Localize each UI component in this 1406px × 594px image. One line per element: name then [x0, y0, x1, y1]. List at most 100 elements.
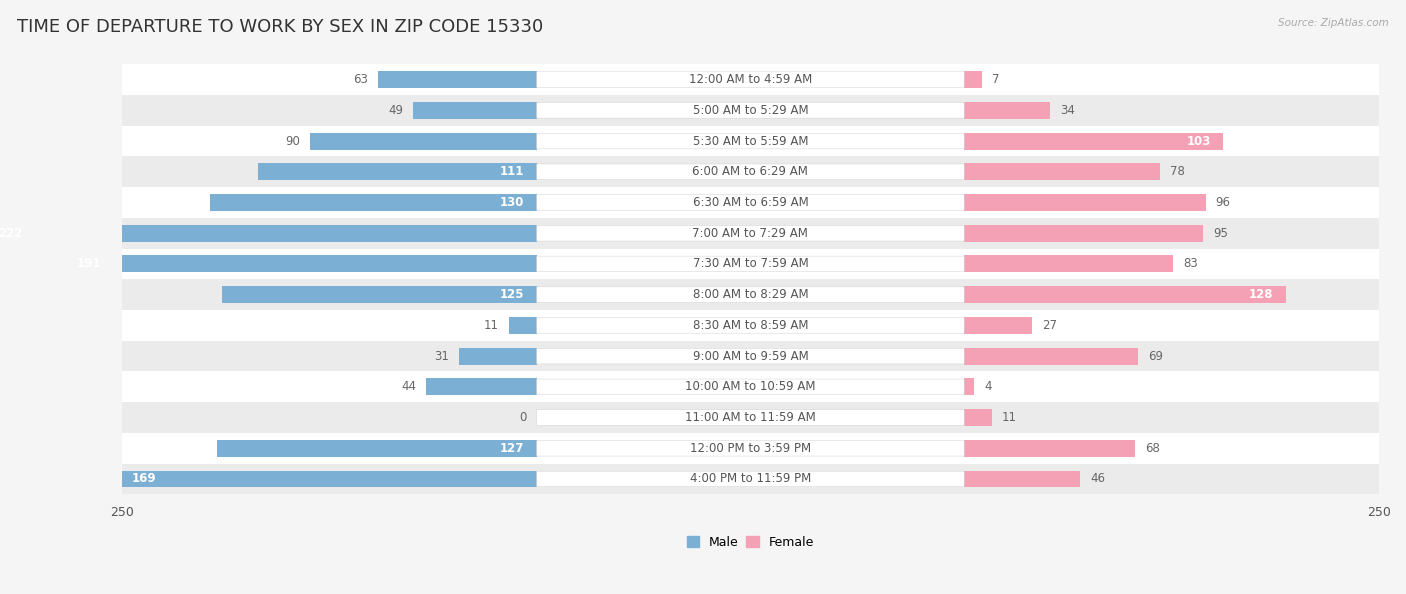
Text: 6:30 AM to 6:59 AM: 6:30 AM to 6:59 AM — [693, 196, 808, 209]
Text: 31: 31 — [434, 350, 449, 362]
Text: 46: 46 — [1090, 472, 1105, 485]
Text: 9:00 AM to 9:59 AM: 9:00 AM to 9:59 AM — [693, 350, 808, 362]
FancyBboxPatch shape — [537, 471, 965, 487]
Bar — [965, 409, 991, 426]
Text: 27: 27 — [1042, 319, 1057, 332]
Bar — [56, 255, 537, 273]
Bar — [965, 440, 1135, 457]
Bar — [122, 464, 1379, 494]
Bar — [111, 470, 537, 488]
Bar — [122, 248, 1379, 279]
Bar — [122, 402, 1379, 433]
Bar — [965, 378, 974, 395]
Text: 222: 222 — [0, 227, 22, 240]
Text: 4: 4 — [984, 380, 991, 393]
Text: 90: 90 — [285, 135, 301, 147]
Text: 11:00 AM to 11:59 AM: 11:00 AM to 11:59 AM — [685, 411, 815, 424]
Bar — [122, 156, 1379, 187]
Text: 7: 7 — [991, 73, 1000, 86]
FancyBboxPatch shape — [537, 164, 965, 179]
Bar — [222, 286, 537, 303]
Text: 191: 191 — [76, 257, 101, 270]
Bar — [426, 378, 537, 395]
FancyBboxPatch shape — [537, 410, 965, 425]
Bar — [122, 310, 1379, 341]
Bar — [965, 194, 1205, 211]
Text: 4:00 PM to 11:59 PM: 4:00 PM to 11:59 PM — [690, 472, 811, 485]
Text: 68: 68 — [1146, 442, 1160, 455]
Text: 11: 11 — [484, 319, 499, 332]
FancyBboxPatch shape — [537, 256, 965, 271]
Text: 95: 95 — [1213, 227, 1227, 240]
FancyBboxPatch shape — [537, 72, 965, 87]
Text: 7:30 AM to 7:59 AM: 7:30 AM to 7:59 AM — [693, 257, 808, 270]
Bar — [965, 317, 1032, 334]
Bar — [509, 317, 537, 334]
Bar — [965, 102, 1050, 119]
Bar — [965, 347, 1137, 365]
FancyBboxPatch shape — [537, 195, 965, 210]
Bar — [458, 347, 537, 365]
Bar — [122, 341, 1379, 371]
FancyBboxPatch shape — [537, 348, 965, 364]
Bar — [413, 102, 537, 119]
Bar — [122, 95, 1379, 126]
FancyBboxPatch shape — [537, 379, 965, 394]
FancyBboxPatch shape — [537, 318, 965, 333]
Bar — [965, 286, 1286, 303]
Bar — [965, 255, 1173, 273]
Bar — [122, 126, 1379, 156]
Bar — [311, 132, 537, 150]
Bar — [122, 187, 1379, 218]
Legend: Male, Female: Male, Female — [682, 530, 820, 554]
Bar — [218, 440, 537, 457]
Bar — [965, 163, 1160, 180]
Bar — [965, 132, 1223, 150]
Bar — [965, 71, 981, 88]
Text: 8:30 AM to 8:59 AM: 8:30 AM to 8:59 AM — [693, 319, 808, 332]
Text: 69: 69 — [1147, 350, 1163, 362]
Bar — [122, 371, 1379, 402]
Text: 34: 34 — [1060, 104, 1074, 117]
Bar — [0, 225, 537, 242]
Bar — [965, 470, 1080, 488]
Text: 128: 128 — [1249, 288, 1274, 301]
Text: 63: 63 — [353, 73, 368, 86]
Text: 111: 111 — [499, 165, 524, 178]
Bar — [122, 433, 1379, 464]
Text: 83: 83 — [1182, 257, 1198, 270]
Text: 12:00 PM to 3:59 PM: 12:00 PM to 3:59 PM — [690, 442, 811, 455]
Text: 0: 0 — [519, 411, 527, 424]
Text: 5:00 AM to 5:29 AM: 5:00 AM to 5:29 AM — [693, 104, 808, 117]
Text: 125: 125 — [499, 288, 524, 301]
FancyBboxPatch shape — [537, 133, 965, 149]
Text: 12:00 AM to 4:59 AM: 12:00 AM to 4:59 AM — [689, 73, 813, 86]
Text: 6:00 AM to 6:29 AM: 6:00 AM to 6:29 AM — [693, 165, 808, 178]
FancyBboxPatch shape — [537, 103, 965, 118]
Text: 103: 103 — [1187, 135, 1211, 147]
Bar — [122, 218, 1379, 248]
FancyBboxPatch shape — [537, 226, 965, 241]
Text: 7:00 AM to 7:29 AM: 7:00 AM to 7:29 AM — [693, 227, 808, 240]
Text: 11: 11 — [1002, 411, 1017, 424]
FancyBboxPatch shape — [537, 441, 965, 456]
Bar — [257, 163, 537, 180]
FancyBboxPatch shape — [537, 287, 965, 302]
Bar — [378, 71, 537, 88]
Text: 96: 96 — [1216, 196, 1230, 209]
Text: TIME OF DEPARTURE TO WORK BY SEX IN ZIP CODE 15330: TIME OF DEPARTURE TO WORK BY SEX IN ZIP … — [17, 18, 543, 36]
Text: 78: 78 — [1170, 165, 1185, 178]
Text: 169: 169 — [132, 472, 156, 485]
Text: 8:00 AM to 8:29 AM: 8:00 AM to 8:29 AM — [693, 288, 808, 301]
Text: 5:30 AM to 5:59 AM: 5:30 AM to 5:59 AM — [693, 135, 808, 147]
Text: 44: 44 — [401, 380, 416, 393]
Text: 10:00 AM to 10:59 AM: 10:00 AM to 10:59 AM — [685, 380, 815, 393]
Text: 127: 127 — [499, 442, 524, 455]
Bar — [122, 279, 1379, 310]
Text: 49: 49 — [388, 104, 404, 117]
Bar — [965, 225, 1204, 242]
Bar — [209, 194, 537, 211]
Bar — [122, 64, 1379, 95]
Text: Source: ZipAtlas.com: Source: ZipAtlas.com — [1278, 18, 1389, 28]
Text: 130: 130 — [499, 196, 524, 209]
